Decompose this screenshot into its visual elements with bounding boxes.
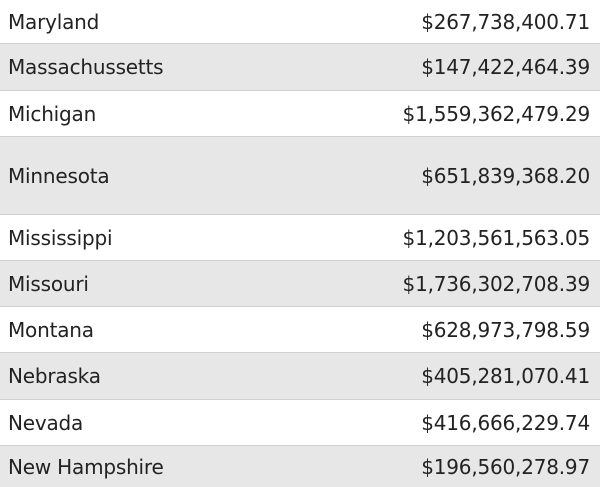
- state-name: New Hampshire: [8, 454, 164, 479]
- table-row: Nebraska $405,281,070.41: [0, 353, 600, 400]
- amount-value: $651,839,368.20: [421, 163, 590, 188]
- amount-value: $267,738,400.71: [421, 9, 590, 34]
- amount-value: $1,736,302,708.39: [402, 271, 591, 296]
- state-name: Nebraska: [8, 364, 101, 388]
- amount-value: $196,560,278.97: [421, 454, 590, 479]
- state-name: Montana: [8, 317, 94, 342]
- state-name: Missouri: [8, 271, 89, 296]
- table-row: Missouri $1,736,302,708.39: [0, 261, 600, 307]
- table-row: Minnesota $651,839,368.20: [0, 137, 600, 215]
- table-row: Michigan $1,559,362,479.29: [0, 91, 600, 137]
- state-name: Mississippi: [8, 225, 113, 250]
- table-row: Montana $628,973,798.59: [0, 307, 600, 353]
- table-row: Nevada $416,666,229.74: [0, 400, 600, 446]
- state-name: Michigan: [8, 101, 97, 126]
- amount-value: $405,281,070.41: [421, 364, 590, 388]
- table-row: Maryland $267,738,400.71: [0, 0, 600, 44]
- table-row: New Hampshire $196,560,278.97: [0, 446, 600, 487]
- state-name: Maryland: [8, 9, 100, 34]
- amount-value: $1,559,362,479.29: [402, 101, 591, 126]
- amount-value: $147,422,464.39: [421, 55, 590, 79]
- table-row: Mississippi $1,203,561,563.05: [0, 215, 600, 261]
- state-name: Minnesota: [8, 163, 110, 188]
- amount-value: $628,973,798.59: [421, 317, 590, 342]
- amount-value: $1,203,561,563.05: [402, 225, 591, 250]
- amount-value: $416,666,229.74: [421, 410, 590, 435]
- state-name: Nevada: [8, 410, 84, 435]
- state-name: Massachussetts: [8, 55, 164, 79]
- table-row: Massachussetts $147,422,464.39: [0, 44, 600, 91]
